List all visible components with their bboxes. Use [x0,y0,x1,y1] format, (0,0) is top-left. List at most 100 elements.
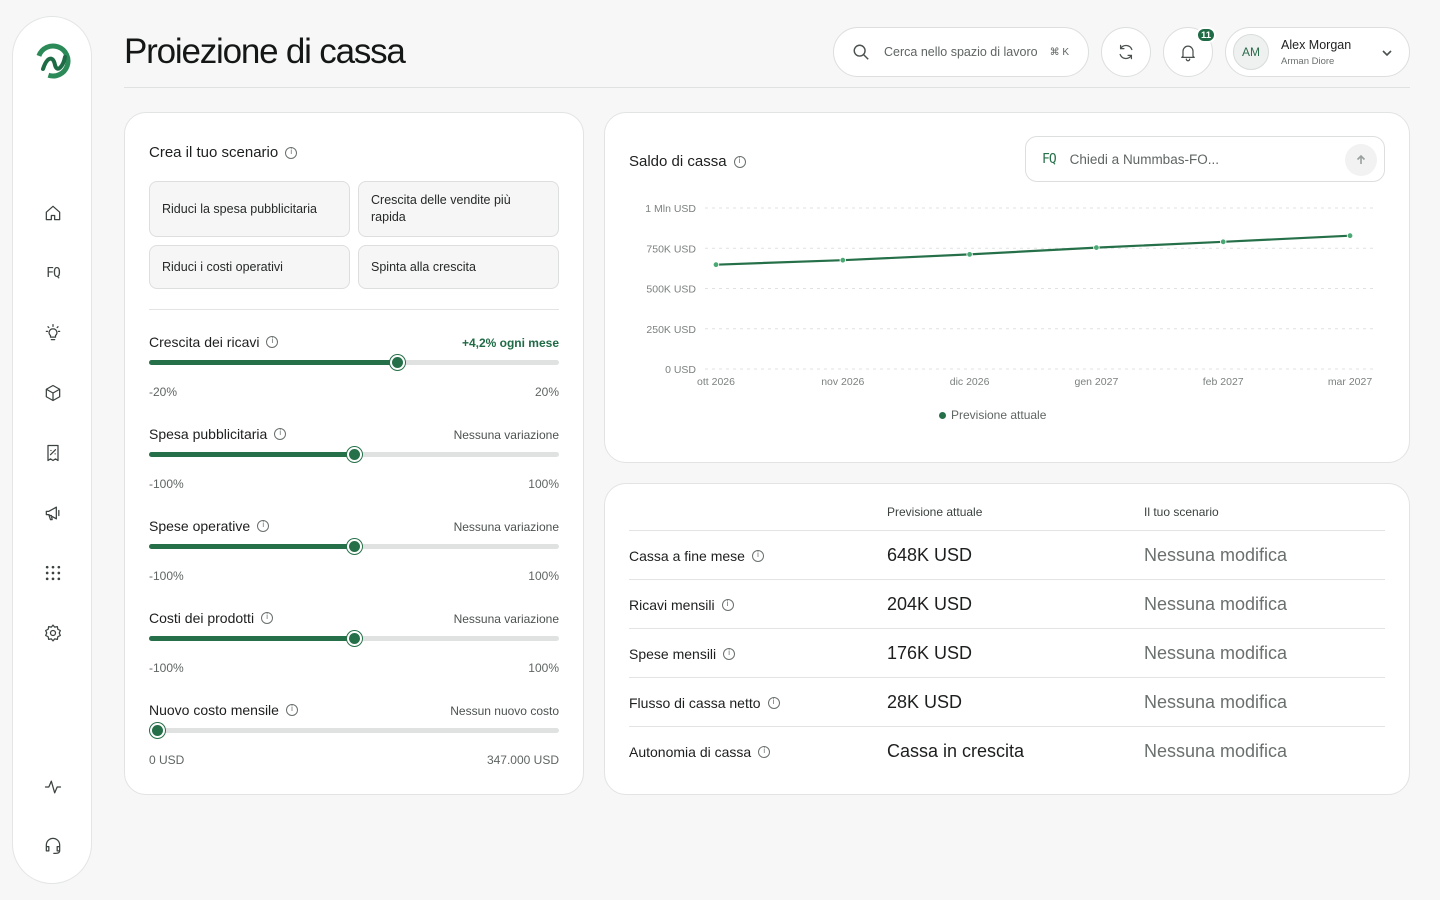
slider-track[interactable] [149,539,559,554]
send-button[interactable] [1345,144,1377,176]
x-tick-label: gen 2027 [1075,376,1119,388]
chart-title: Saldo di cassa [629,153,746,170]
box-icon[interactable] [41,381,65,405]
slider-product-costs: Costi dei prodotti Nessuna variazione -1… [149,610,559,680]
info-icon[interactable] [767,697,780,709]
slider-max-label: 347.000 USD [486,753,559,767]
search-bar[interactable]: Cerca nello spazio di lavoro ⌘ K [833,27,1089,77]
activity-icon[interactable] [41,775,65,799]
info-icon[interactable] [723,648,736,660]
info-icon[interactable] [751,550,764,562]
search-input[interactable]: Cerca nello spazio di lavoro [884,45,1038,59]
slider-ad-spend: Spesa pubblicitaria Nessuna variazione -… [149,426,559,496]
fq-icon[interactable]: FQ [41,261,65,285]
slider-thumb[interactable] [390,355,406,370]
info-icon[interactable] [285,146,298,159]
preset-reduce-operating-costs[interactable]: Riduci i costi operativi [149,245,350,289]
ask-assistant-input[interactable]: FQ Chiedi a Nummbas-FO... [1025,136,1385,182]
slider-max-label: 100% [528,569,559,583]
slider-track[interactable] [149,723,559,738]
row-scenario-value: Nessuna modifica [1144,545,1288,565]
series-line [715,234,1351,266]
row-label: Flusso di cassa netto [629,695,761,711]
scenario-divider [149,309,559,310]
slider-min-label: -100% [149,477,184,491]
preset-reduce-ad-spend[interactable]: Riduci la spesa pubblicitaria [149,181,350,237]
ask-placeholder: Chiedi a Nummbas-FO... [1069,151,1219,167]
info-icon[interactable] [285,704,298,716]
cash-balance-chart: 1 Mln USD 750K USD 500K USD 250K USD 0 USDot… [645,203,1375,388]
slider-track[interactable] [149,355,559,370]
slider-operating-expenses: Spese operative Nessuna variazione -100%… [149,518,559,588]
table-row: Flusso di cassa netto 28K USD Nessuna mo… [629,677,1385,726]
data-point [1220,238,1227,246]
preset-growth-push[interactable]: Spinta alla crescita [358,245,559,289]
scenario-title-text: Crea il tuo scenario [149,144,279,161]
slider-max-label: 100% [528,477,559,491]
settings-icon[interactable] [41,621,65,645]
slider-track[interactable] [149,631,559,646]
y-tick-label: 750K USD [646,243,696,255]
headset-icon[interactable] [41,833,65,857]
data-point [1093,244,1100,251]
info-icon[interactable] [266,336,279,348]
info-icon[interactable] [733,155,746,168]
info-icon[interactable] [758,746,771,758]
search-shortcut: ⌘ K [1049,46,1070,58]
row-scenario-value: Nessuna modifica [1144,692,1288,712]
row-label: Cassa a fine mese [629,548,745,564]
slider-value: Nessuna variazione [453,612,559,626]
table-row: Cassa a fine mese 648K USD Nessuna modif… [629,530,1385,579]
y-tick-label: 1 Mln USD [645,203,696,215]
row-scenario-value: Nessuna modifica [1144,643,1288,663]
chevron-down-icon [1382,50,1392,57]
row-current-value: 28K USD [887,692,963,712]
info-icon[interactable] [274,428,287,440]
app-logo[interactable] [35,43,71,79]
arrow-up-icon [1356,154,1366,164]
lightbulb-icon[interactable] [41,321,65,345]
slider-value: Nessun nuovo costo [450,704,559,718]
slider-track[interactable] [149,447,559,462]
y-tick-label: 500K USD [646,284,696,296]
notifications-button[interactable]: 11 [1163,27,1217,77]
user-name: Alex Morgan [1281,37,1352,52]
x-tick-label: nov 2026 [821,376,864,388]
slider-thumb[interactable] [347,447,362,462]
home-icon[interactable] [41,201,65,225]
apps-grid-icon[interactable] [41,561,65,585]
refresh-icon [1119,44,1133,60]
slider-thumb[interactable] [347,631,362,646]
x-tick-label: feb 2027 [1203,376,1244,388]
slider-fill [149,544,354,549]
row-label: Autonomia di cassa [629,744,752,760]
legend-label: Previsione attuale [951,408,1047,422]
preset-faster-sales-growth[interactable]: Crescita delle vendite più rapida [358,181,559,237]
row-current-value: 648K USD [887,545,973,565]
user-org: Arman Diore [1281,55,1335,67]
page-title: Proiezione di cassa [124,32,406,71]
slider-fill [149,360,398,365]
info-icon[interactable] [257,520,270,532]
slider-label: Nuovo costo mensile [149,702,279,718]
slider-thumb[interactable] [347,539,362,554]
info-icon[interactable] [261,612,274,624]
slider-min-label: 0 USD [149,753,185,767]
slider-max-label: 100% [528,661,559,675]
row-current-value: 176K USD [887,643,973,663]
search-icon [853,44,869,60]
legend-dot [939,411,946,419]
notification-badge: 11 [1196,27,1217,43]
receipt-icon[interactable] [41,441,65,465]
megaphone-icon[interactable] [41,501,65,525]
user-menu[interactable]: AM Alex Morgan Arman Diore [1225,27,1410,77]
info-icon[interactable] [721,599,734,611]
row-current-value: Cassa in crescita [887,741,1025,761]
row-scenario-value: Nessuna modifica [1144,741,1288,761]
table-row: Spese mensili 176K USD Nessuna modifica [629,628,1385,677]
slider-fill [149,452,354,457]
refresh-button[interactable] [1101,27,1151,77]
slider-thumb[interactable] [150,723,166,738]
slider-value: Nessuna variazione [453,428,559,442]
x-tick-label: dic 2026 [950,376,990,388]
